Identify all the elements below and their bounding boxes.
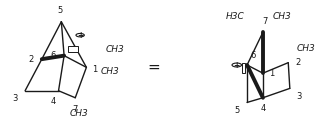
- Text: 1: 1: [92, 65, 97, 74]
- Text: 1: 1: [269, 69, 275, 78]
- Text: H3C: H3C: [226, 12, 245, 21]
- Text: CH3: CH3: [69, 109, 88, 118]
- Text: 3: 3: [296, 92, 301, 101]
- Text: CH3: CH3: [100, 67, 119, 76]
- Text: 5: 5: [235, 106, 240, 115]
- Text: +: +: [77, 31, 83, 40]
- Text: 4: 4: [260, 104, 266, 113]
- Bar: [68, 46, 78, 52]
- Text: 2: 2: [28, 55, 34, 64]
- Text: 3: 3: [13, 94, 18, 103]
- Text: 4: 4: [50, 97, 56, 106]
- Text: CH3: CH3: [272, 12, 291, 21]
- Text: 7: 7: [73, 105, 78, 114]
- Text: CH3: CH3: [297, 44, 316, 53]
- Text: 6: 6: [50, 51, 56, 60]
- Text: 6: 6: [250, 51, 256, 60]
- Text: 5: 5: [57, 6, 62, 15]
- Text: =: =: [147, 60, 160, 75]
- Text: +: +: [234, 60, 240, 70]
- Text: CH3: CH3: [105, 45, 124, 54]
- Bar: [242, 63, 245, 73]
- Text: 7: 7: [262, 17, 267, 26]
- Text: 2: 2: [295, 58, 300, 67]
